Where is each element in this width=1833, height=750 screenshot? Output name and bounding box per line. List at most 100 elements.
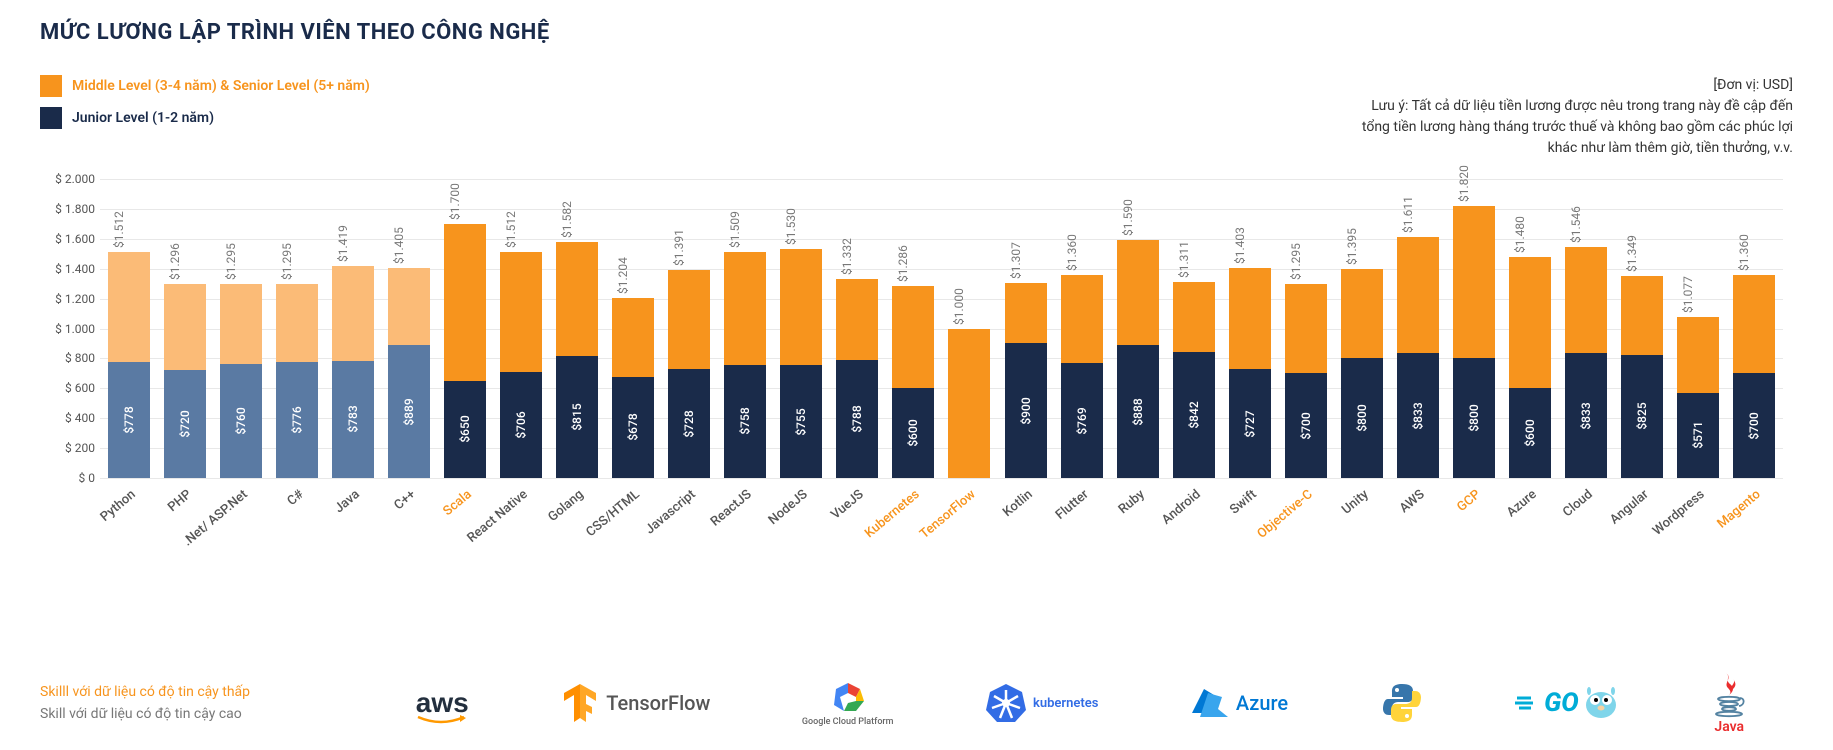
x-label: Azure (1504, 487, 1540, 520)
x-label: Cloud (1560, 487, 1595, 520)
bar-segment-senior (1229, 268, 1271, 369)
bar-slot: $783$1.419 (330, 179, 376, 478)
bar-value-junior: $833 (1411, 402, 1425, 429)
bar-slot: $778$1.512 (106, 179, 152, 478)
x-label: Ruby (1115, 487, 1147, 517)
y-tick-label: $ 400 (40, 411, 95, 425)
bar-segment-junior: $783 (332, 361, 374, 478)
bar-segment-senior (1621, 276, 1663, 354)
bar-value-total: $1.307 (1009, 242, 1023, 279)
bar-value-junior: $800 (1467, 405, 1481, 432)
y-tick-label: $ 0 (40, 471, 95, 485)
bar-segment-junior: $700 (1733, 373, 1775, 478)
x-label-slot: AWS (1395, 479, 1441, 569)
logo-aws: aws (416, 687, 469, 719)
logo-label: kubernetes (1033, 696, 1098, 711)
grid-line (100, 478, 1783, 479)
bar: $800$1.820 (1453, 206, 1495, 478)
bar-slot: $889$1.405 (386, 179, 432, 478)
x-label: Angular (1607, 487, 1651, 528)
plot-area: $778$1.512$720$1.296$760$1.295$776$1.295… (100, 179, 1783, 479)
bar-value-total: $1.360 (1065, 234, 1079, 271)
bar-segment-junior: $706 (500, 372, 542, 478)
bar-value-total: $1.403 (1233, 227, 1247, 264)
bar-value-total: $1.286 (896, 245, 910, 282)
reliability-low: Skilll với dữ liệu có độ tin cậy thấp (40, 681, 250, 703)
bar: $600$1.480 (1509, 257, 1551, 478)
bar-slot: $769$1.360 (1059, 179, 1105, 478)
bar-segment-junior: $720 (164, 370, 206, 478)
bar-segment-junior: $842 (1173, 352, 1215, 478)
gcp-icon (826, 679, 870, 715)
bar-segment-junior: $833 (1397, 353, 1439, 478)
bar-slot: $700$1.295 (1283, 179, 1329, 478)
bar-slot: $776$1.295 (274, 179, 320, 478)
bar-value-junior: $815 (570, 403, 584, 430)
bar-slot: $755 $1.530 (778, 179, 824, 478)
bar-segment-junior: $727 (1229, 369, 1271, 478)
bar-slot: $728$1.391 (666, 179, 712, 478)
bar: $776$1.295 (276, 284, 318, 478)
bar: $833$1.611 (1397, 237, 1439, 478)
bar: $571$1.077 (1677, 317, 1719, 478)
x-label: C# (285, 487, 307, 509)
bar: $650$1.700 (444, 224, 486, 478)
reliability-legend: Skilll với dữ liệu có độ tin cậy thấp Sk… (40, 681, 250, 726)
bar-value-junior: $833 (1579, 402, 1593, 429)
bar-value-total: $1.530 (784, 208, 798, 245)
bar-value-total: $1.295 (224, 244, 238, 281)
bar-segment-senior (1397, 237, 1439, 353)
legend-junior: Junior Level (1-2 năm) (40, 107, 370, 129)
bar-slot: $650$1.700 (442, 179, 488, 478)
y-tick-label: $ 1.600 (40, 232, 95, 246)
bar-value-total: $1.582 (560, 201, 574, 238)
bar-segment-senior (1453, 206, 1495, 358)
bar-segment-senior (444, 224, 486, 381)
bar-segment-senior (780, 249, 822, 365)
logo-kubernetes: kubernetes (985, 682, 1098, 724)
bar-value-total: $1.820 (1457, 165, 1471, 202)
bar-slot: $727 $1.403 (1227, 179, 1273, 478)
bar-segment-junior: $800 (1341, 358, 1383, 478)
bar-segment-senior (1733, 275, 1775, 374)
logo-tensorflow: TensorFlow (560, 682, 710, 724)
x-label-slot: GCP (1451, 479, 1497, 569)
x-label-slot: Kotlin (1003, 479, 1049, 569)
bar-value-junior: $600 (1523, 420, 1537, 447)
bar-segment-senior (668, 270, 710, 369)
chart-title: MỨC LƯƠNG LẬP TRÌNH VIÊN THEO CÔNG NGHỆ (40, 20, 1793, 45)
bar-segment-junior: $678 (612, 377, 654, 478)
bar-value-total: $1.332 (840, 238, 854, 275)
bar-segment-junior: $778 (108, 362, 150, 478)
bar: $889$1.405 (388, 268, 430, 478)
bar-segment-senior (892, 286, 934, 389)
x-label: Unity (1339, 487, 1371, 518)
x-label: Flutter (1052, 487, 1091, 523)
bar-value-total: $1.546 (1569, 206, 1583, 243)
note-block: [Đơn vị: USD] Lưu ý: Tất cả dữ liệu tiền… (1362, 75, 1793, 159)
bar-slot: $1.000 (946, 179, 992, 478)
bar-segment-junior: $728 (668, 369, 710, 478)
bar-segment-senior (164, 284, 206, 370)
bar-slot: $600$1.286 (890, 179, 936, 478)
x-label-slot: ReactJS (722, 479, 768, 569)
bar-slot: $888$1.590 (1115, 179, 1161, 478)
bar-value-junior: $755 (794, 408, 808, 435)
bar-value-junior: $825 (1635, 403, 1649, 430)
bar-slot: $571$1.077 (1675, 179, 1721, 478)
bar-slot: $600$1.480 (1507, 179, 1553, 478)
bar-segment-senior (836, 279, 878, 360)
logo-gcp: Google Cloud Platform (802, 679, 894, 727)
x-label-slot: React Native (498, 479, 544, 569)
bar-segment-junior: $825 (1621, 355, 1663, 478)
bar-segment-junior: $900 (1005, 343, 1047, 478)
bar: $842$1.311 (1173, 282, 1215, 478)
bar-value-total: $1.295 (1289, 244, 1303, 281)
legend-senior: Middle Level (3-4 năm) & Senior Level (5… (40, 75, 370, 97)
bar-slot: $900 $1.307 (1003, 179, 1049, 478)
x-label: Java (332, 487, 363, 516)
bar-value-junior: $778 (122, 406, 136, 433)
x-label: C++ (392, 487, 419, 513)
bar: $783$1.419 (332, 266, 374, 478)
bar-value-total: $1.296 (168, 243, 182, 280)
